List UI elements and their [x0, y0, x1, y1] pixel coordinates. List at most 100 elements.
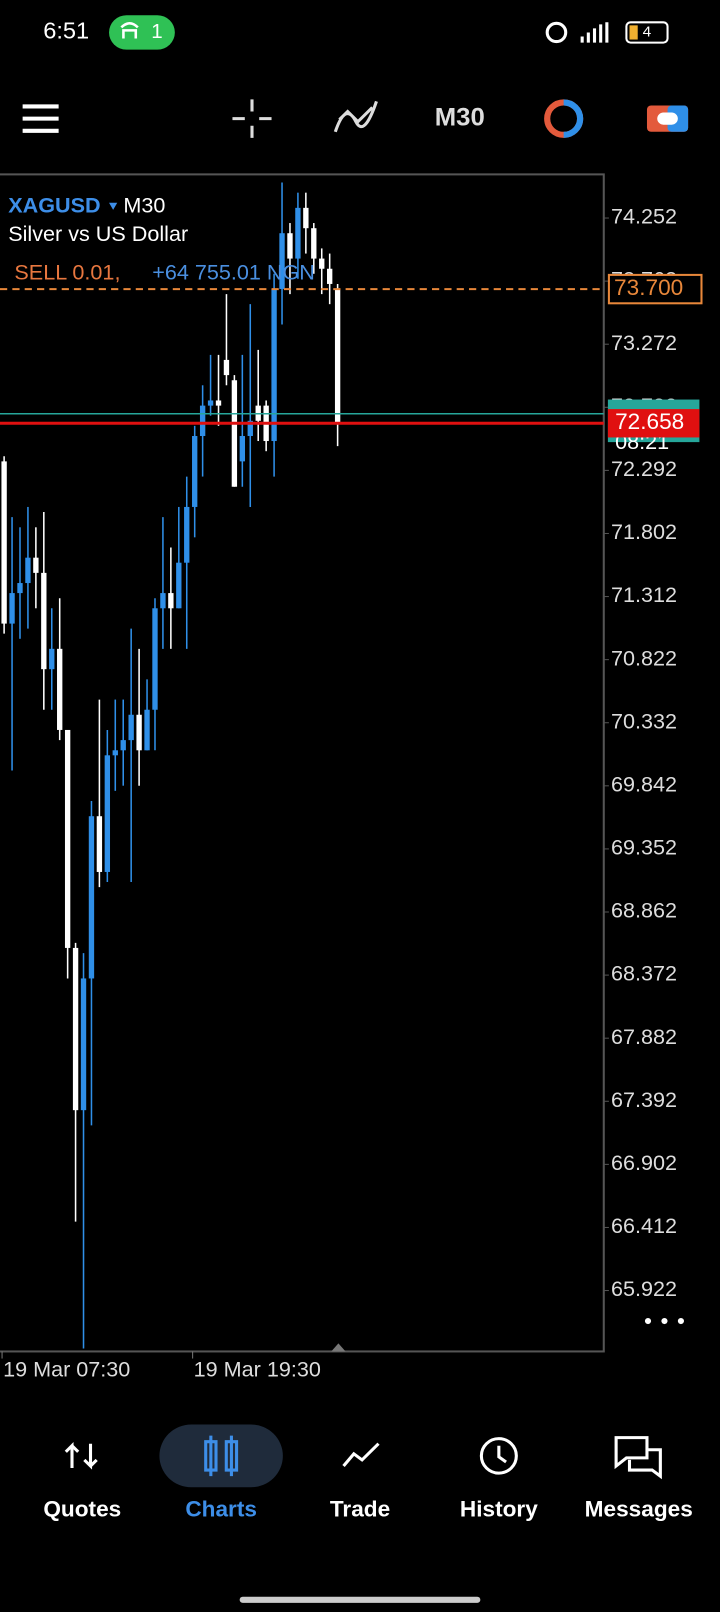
chart-timeframe: M30 — [123, 194, 165, 218]
candle-body — [295, 207, 301, 259]
candle-body — [128, 714, 134, 741]
candle-body — [199, 405, 206, 437]
active-tab-pill — [159, 1424, 283, 1488]
candle-body — [176, 562, 182, 609]
crosshair-button[interactable] — [232, 99, 272, 138]
candle-body — [144, 709, 150, 751]
y-tick-label: 65.922 — [611, 1277, 677, 1301]
alarm-icon — [545, 21, 568, 44]
candle-body — [215, 400, 222, 406]
y-tick-label: 74.252 — [611, 205, 677, 229]
nav-tab[interactable]: Trade — [330, 1497, 390, 1522]
scroll-marker — [331, 1343, 346, 1352]
chart-frame — [0, 173, 605, 1353]
candle-body — [247, 420, 253, 437]
candle-body — [104, 755, 111, 872]
nav-tab[interactable]: Quotes — [43, 1497, 121, 1522]
battery-icon — [625, 21, 669, 44]
y-tick-label: 68.862 — [611, 899, 677, 923]
x-tick-label: 19 Mar 19:30 — [194, 1357, 321, 1381]
order-price-label: 73.700 — [614, 275, 683, 300]
battery-text: 4 — [643, 24, 652, 41]
history-icon — [479, 1437, 518, 1475]
clock: 6:51 — [43, 18, 89, 44]
x-tick-label: 19 Mar 07:30 — [3, 1357, 130, 1381]
candle-body — [1, 461, 7, 624]
y-tick-label: 71.312 — [611, 583, 677, 607]
candle-body — [207, 400, 214, 406]
y-tick-label: 66.902 — [611, 1151, 677, 1175]
y-tick-label: 66.412 — [611, 1214, 677, 1238]
candle-body — [223, 359, 230, 376]
signal-icon — [580, 22, 609, 43]
candle-body — [231, 380, 238, 487]
candle-body — [303, 207, 309, 229]
symbol: XAGUSD — [8, 194, 100, 218]
symbol-description: Silver vs US Dollar — [8, 222, 188, 246]
charts-icon — [204, 1435, 239, 1477]
candle-body — [287, 233, 293, 259]
candle-body — [112, 750, 118, 756]
y-tick-label: 71.802 — [611, 520, 677, 544]
indicators-button[interactable] — [333, 100, 378, 133]
messages-icon — [614, 1436, 662, 1480]
battery-level — [629, 25, 638, 40]
more-dot[interactable] — [677, 1317, 684, 1325]
candle-body — [120, 740, 126, 751]
order-box — [607, 273, 703, 305]
y-tick-label: 73.272 — [611, 331, 677, 355]
candle-body — [136, 714, 142, 751]
candle-body — [319, 258, 325, 269]
home-indicator — [239, 1596, 481, 1603]
menu-button[interactable] — [22, 104, 59, 133]
candle-body — [334, 288, 341, 424]
trade-icon — [342, 1442, 380, 1467]
candle-body — [192, 436, 198, 507]
nav-tab[interactable]: Messages — [585, 1497, 693, 1522]
y-tick-label: 69.352 — [611, 836, 677, 860]
candle-body — [72, 947, 79, 1111]
quotes-icon — [64, 1442, 98, 1470]
chart: 74.25273.76273.27272.78272.29271.80271.3… — [0, 182, 703, 1381]
nav-tab[interactable]: Charts — [185, 1497, 257, 1522]
candle-body — [239, 436, 246, 462]
candle-body — [271, 288, 277, 442]
candle-body — [327, 268, 333, 284]
hotspot-count: 1 — [151, 21, 162, 43]
clock-button-half — [563, 99, 584, 138]
nav-tab[interactable]: History — [460, 1497, 538, 1522]
candle-body — [160, 593, 166, 609]
candle-body — [80, 978, 87, 1111]
candle-body — [152, 608, 158, 710]
order-profit: +64 755.01 NGN — [152, 260, 315, 284]
candle-body — [279, 233, 285, 289]
history-hands — [497, 1445, 507, 1464]
y-tick-label: 70.332 — [611, 709, 677, 733]
symbol-arrow[interactable] — [109, 202, 118, 210]
candle-body — [33, 557, 39, 573]
candle-body — [9, 593, 15, 624]
trade-button-knob — [657, 112, 678, 125]
candle-body — [17, 583, 23, 594]
candle-body — [96, 816, 103, 872]
bid-box — [607, 409, 700, 438]
timeframe-button[interactable]: M30 — [435, 103, 485, 131]
more-dot[interactable] — [644, 1317, 652, 1325]
y-tick-label: 68.372 — [611, 962, 677, 986]
candle-body — [184, 506, 190, 563]
candle-body — [57, 648, 63, 730]
order-label: SELL 0.01, — [14, 260, 120, 284]
more-dot[interactable] — [661, 1317, 668, 1325]
candle-body — [41, 572, 47, 670]
y-tick-label: 67.882 — [611, 1025, 677, 1049]
candle-body — [311, 228, 317, 259]
candle-body — [49, 648, 55, 670]
candle-body — [25, 557, 31, 584]
bid-label: 72.658 — [615, 409, 684, 434]
y-tick-label: 70.822 — [611, 646, 677, 670]
hotspot-icon — [120, 22, 139, 39]
y-tick-label: 67.392 — [611, 1088, 677, 1112]
